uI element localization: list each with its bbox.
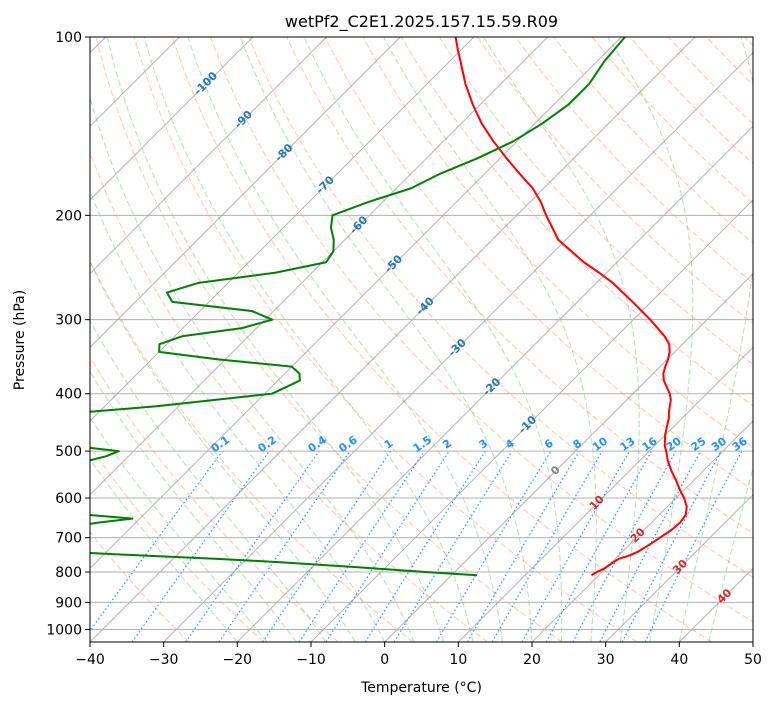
y-tick-label: 700 xyxy=(55,531,82,547)
mixing-ratio-line xyxy=(325,450,450,642)
y-tick-label: 900 xyxy=(55,595,82,611)
mixing-ratio-line xyxy=(298,450,425,642)
y-tick-label: 400 xyxy=(55,387,82,403)
chart-title: wetPf2_C2E1.2025.157.15.59.R09 xyxy=(285,12,558,32)
moist-adiabat xyxy=(90,189,386,642)
mixing-ratio-line xyxy=(545,450,653,642)
mixing-ratio-line xyxy=(262,450,392,642)
dry-adiabat xyxy=(248,37,753,578)
isotherm-line xyxy=(531,420,753,642)
dry-adiabat xyxy=(90,531,190,642)
isotherm-line xyxy=(90,37,328,275)
isotherm-line xyxy=(163,51,753,642)
isotherm-line xyxy=(90,37,401,349)
dewpoint-profile-line xyxy=(90,37,626,577)
dry-adiabat xyxy=(629,37,753,165)
moist-adiabat xyxy=(143,37,474,642)
x-tick-label: 30 xyxy=(597,652,615,668)
x-tick-label: −30 xyxy=(149,652,179,668)
x-tick-label: 20 xyxy=(523,652,541,668)
mixing-ratio-line xyxy=(90,450,223,632)
isotherm-line xyxy=(384,272,753,642)
x-tick-label: −10 xyxy=(296,652,326,668)
moist-adiabat xyxy=(383,37,597,642)
moist-adiabat xyxy=(303,37,563,642)
x-tick-label: 0 xyxy=(380,652,389,668)
moist-adiabat xyxy=(607,37,694,642)
moist-adiabat xyxy=(187,37,504,642)
dry-adiabat xyxy=(90,356,339,642)
moist-adiabat xyxy=(678,37,753,642)
dry-adiabat xyxy=(90,259,414,642)
y-tick-label: 200 xyxy=(55,208,82,224)
plot-frame xyxy=(89,36,754,643)
isotherm-line xyxy=(90,37,696,642)
mixing-ratio-line xyxy=(218,450,351,642)
dry-adiabat xyxy=(95,37,563,642)
mixing-ratio-line xyxy=(131,450,270,642)
dry-adiabat xyxy=(591,37,753,204)
dry-adiabat xyxy=(324,37,753,491)
dry-adiabat xyxy=(439,37,753,366)
isotherm-line xyxy=(90,37,254,201)
moist-adiabat xyxy=(239,37,533,642)
x-tick-label: −20 xyxy=(223,652,253,668)
y-tick-label: 100 xyxy=(55,30,82,46)
dry-adiabat xyxy=(210,37,753,623)
y-tick-label: 300 xyxy=(55,313,82,329)
dry-adiabat xyxy=(477,37,753,325)
isotherm-line xyxy=(605,493,753,642)
x-tick-label: 10 xyxy=(449,652,467,668)
moist-adiabat xyxy=(90,458,238,642)
moist-adiabat xyxy=(482,37,640,642)
dry-adiabat xyxy=(133,37,638,642)
y-tick-label: 800 xyxy=(55,565,82,581)
isotherm-line xyxy=(236,125,753,642)
x-axis-title: Temperature (°C) xyxy=(360,680,482,696)
moist-adiabat xyxy=(90,416,268,642)
dry-adiabat xyxy=(553,37,753,244)
y-tick-label: 500 xyxy=(55,444,82,460)
x-tick-label: 40 xyxy=(670,652,688,668)
mixing-ratio-line xyxy=(185,450,320,642)
isotherm-line xyxy=(310,199,753,642)
mixing-ratio-line xyxy=(644,450,743,642)
temperature-profile-line xyxy=(454,37,688,577)
y-tick-label: 600 xyxy=(55,491,82,507)
mixing-ratio-line xyxy=(572,450,677,642)
mixing-ratio-line xyxy=(521,450,631,642)
moist-adiabat xyxy=(90,260,356,642)
dry-adiabat xyxy=(90,150,488,642)
y-axis-title: Pressure (hPa) xyxy=(12,290,28,390)
y-tick-label: 1000 xyxy=(46,622,82,638)
dry-adiabat xyxy=(286,37,753,534)
moist-adiabat xyxy=(90,370,297,642)
isotherm-line xyxy=(90,37,549,496)
x-tick-label: 50 xyxy=(744,652,762,668)
isotherm-line xyxy=(457,346,753,642)
dry-adiabat xyxy=(515,37,753,284)
mixing-ratio-line xyxy=(393,450,513,642)
x-tick-label: −40 xyxy=(75,652,105,668)
